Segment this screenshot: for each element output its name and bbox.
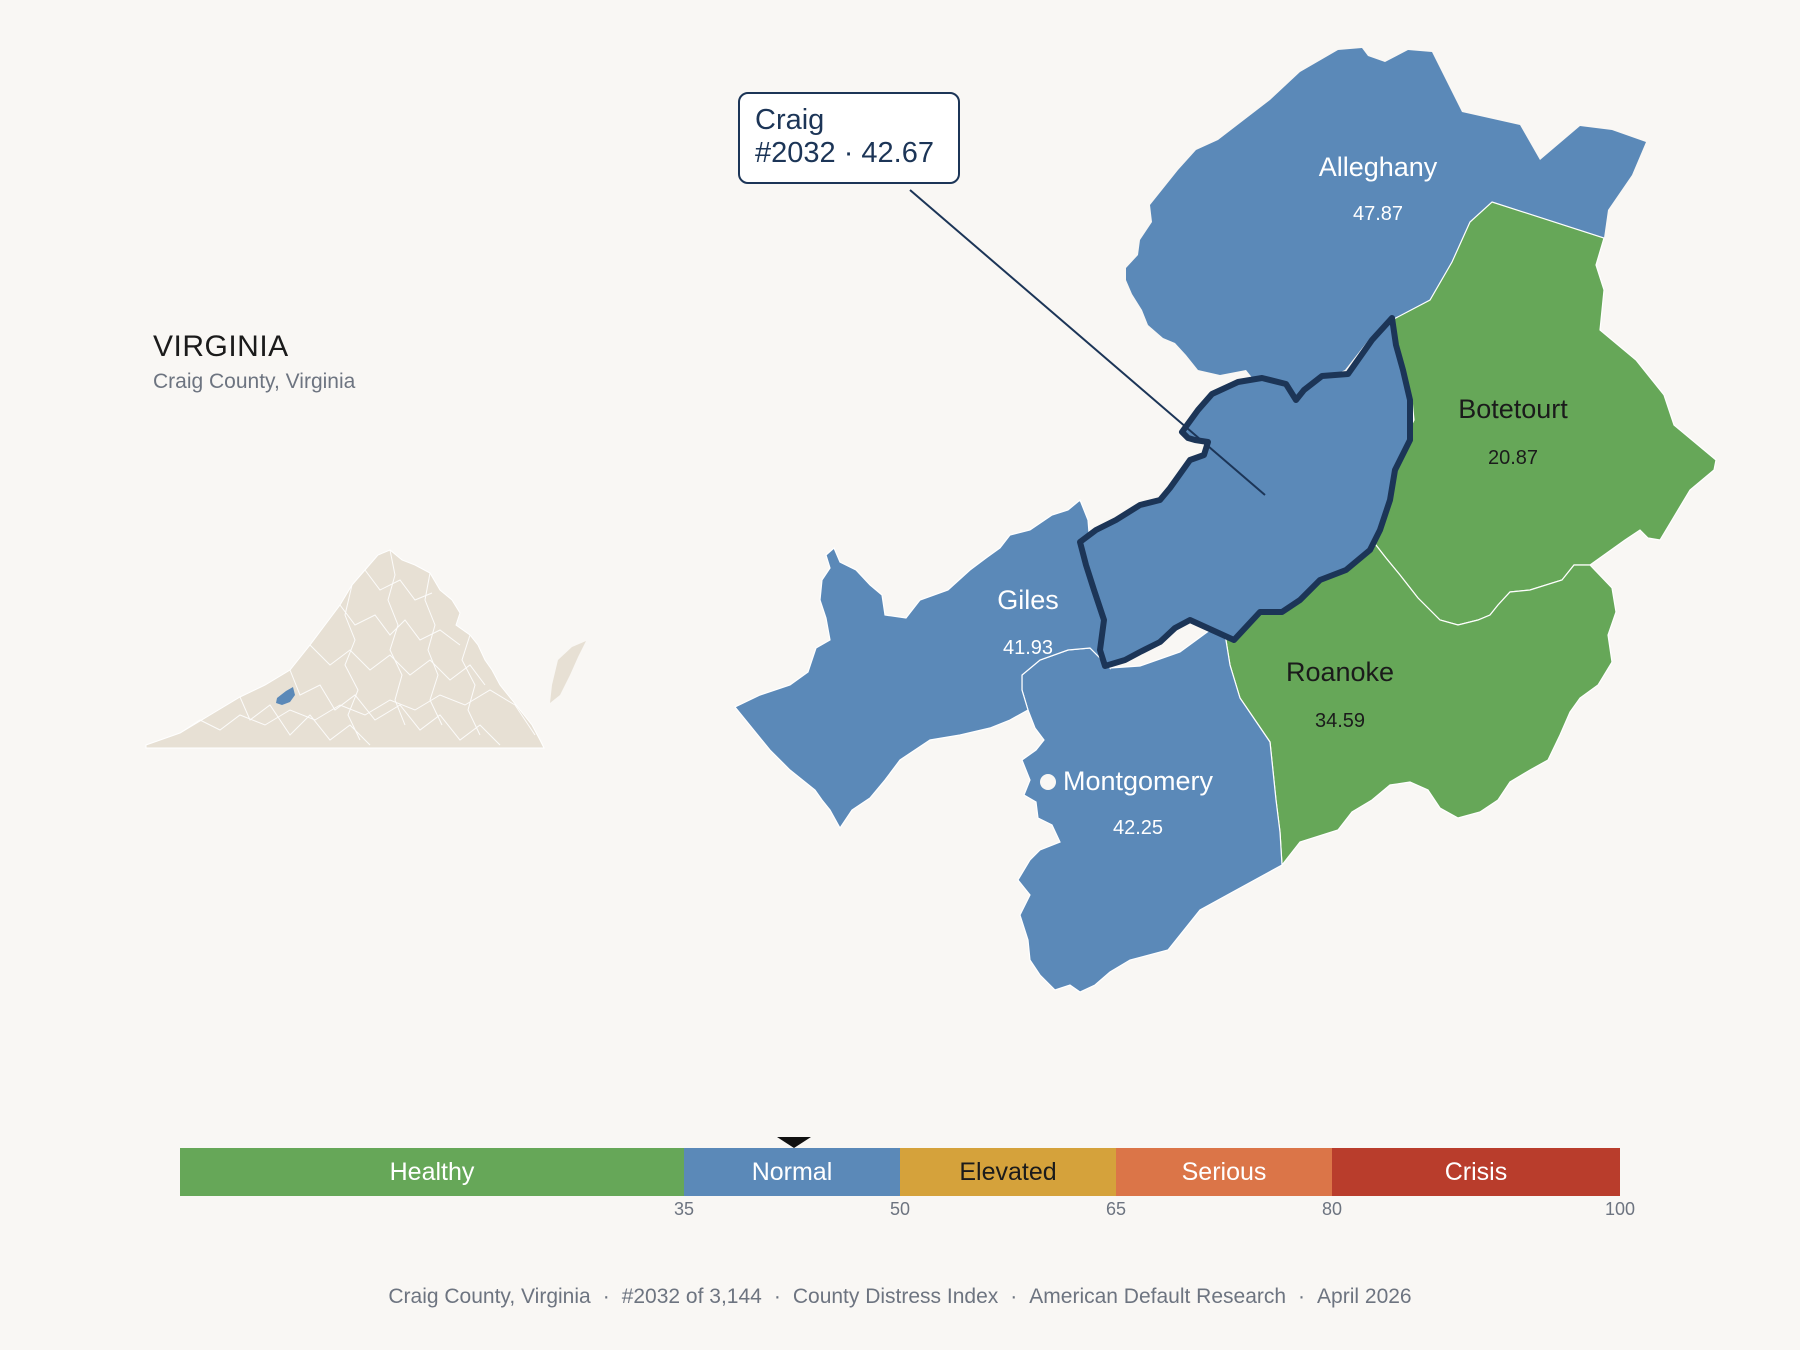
selected-county-callout: Craig #2032 · 42.67 [738, 92, 960, 184]
scale-tick-35: 35 [673, 1199, 695, 1219]
callout-county-name: Craig [755, 104, 825, 136]
footer-separator: · [773, 1285, 781, 1308]
footer-location: Craig County, Virginia [388, 1285, 591, 1308]
footer-separator: · [602, 1285, 610, 1308]
footer: Craig County, Virginia · #2032 of 3,144 · Co… [0, 1285, 1800, 1309]
label-alleghany: Alleghany [1319, 152, 1438, 182]
state-subtitle: Craig County, Virginia [153, 370, 356, 393]
scale-tick-100: 100 [1604, 1199, 1636, 1219]
scale-tick-80: 80 [1321, 1199, 1343, 1219]
value-giles: 41.93 [1003, 637, 1053, 659]
footer-separator: · [1010, 1285, 1018, 1308]
scale-segment-normal: Normal [684, 1148, 900, 1196]
scale-segment-crisis: Crisis [1332, 1148, 1620, 1196]
label-montgomery: Montgomery [1063, 766, 1214, 796]
footer-index-name: County Distress Index [792, 1285, 999, 1308]
virginia-eastern-shore [550, 641, 586, 703]
label-botetourt: Botetourt [1458, 394, 1568, 424]
region-map: Alleghany 47.87 Botetourt 20.87 Giles 41… [734, 48, 1717, 993]
state-locator-map [145, 549, 586, 749]
footer-separator: · [1298, 1285, 1306, 1308]
county-craig[interactable] [1077, 315, 1413, 669]
callout-leader-line [909, 189, 1266, 496]
label-giles: Giles [997, 585, 1059, 615]
scale-tick-50: 50 [889, 1199, 911, 1219]
scale-segment-elevated: Elevated [900, 1148, 1116, 1196]
state-title-block: VIRGINIA Craig County, Virginia [153, 330, 355, 394]
distress-scale: Healthy Normal Elevated Serious Crisis [180, 1148, 1620, 1196]
footer-rank: #2032 of 3,144 [621, 1285, 762, 1308]
county-labels: Alleghany 47.87 Botetourt 20.87 Giles 41… [997, 152, 1568, 839]
value-botetourt: 20.87 [1488, 447, 1538, 469]
current-value-marker [777, 1137, 811, 1148]
county-montgomery[interactable] [1017, 627, 1283, 993]
scale-segment-healthy: Healthy [180, 1148, 684, 1196]
county-giles[interactable] [734, 499, 1111, 830]
value-montgomery: 42.25 [1113, 817, 1163, 839]
scale-segment-serious: Serious [1116, 1148, 1332, 1196]
label-roanoke: Roanoke [1286, 657, 1394, 687]
value-roanoke: 34.59 [1315, 710, 1365, 732]
callout-rank-score: #2032 · 42.67 [755, 137, 934, 169]
value-alleghany: 47.87 [1353, 203, 1403, 225]
state-title: VIRGINIA [153, 330, 289, 363]
county-alleghany[interactable] [1126, 48, 1646, 400]
footer-date: April 2026 [1317, 1285, 1412, 1308]
virginia-state-shape [145, 549, 545, 749]
footer-source: American Default Research [1029, 1285, 1287, 1308]
inset-county-lines [179, 549, 536, 746]
scale-tick-65: 65 [1105, 1199, 1127, 1219]
craig-county-locator [276, 687, 295, 705]
